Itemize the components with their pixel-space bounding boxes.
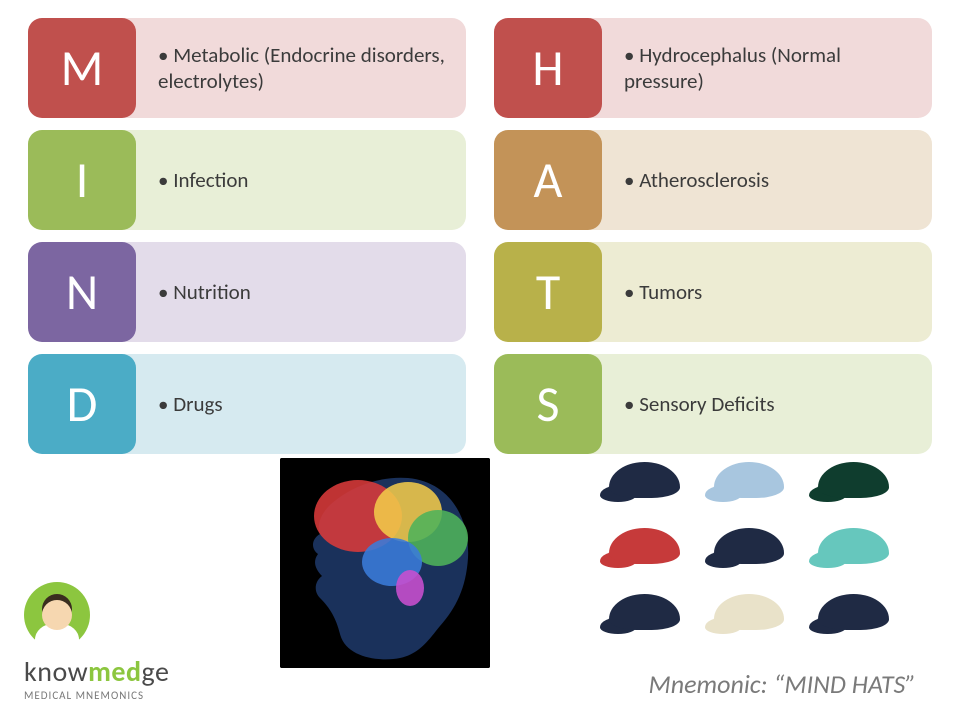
mnemonic-columns: M Metabolic (Endocrine disorders, electro… (0, 0, 960, 454)
desc-s: Sensory Deficits (588, 354, 932, 454)
hat-icon (705, 456, 796, 512)
logo-wordmark: knowmedge (24, 654, 234, 689)
logo-part-med: med (88, 654, 141, 689)
column-mind: M Metabolic (Endocrine disorders, electro… (28, 18, 466, 454)
letter-tile-s: S (494, 354, 602, 454)
brain-image (280, 458, 490, 668)
mind-row-n: N Nutrition (28, 242, 466, 342)
desc-line: Atherosclerosis (624, 167, 918, 193)
logo-subtitle: MEDICAL MNEMONICS (24, 689, 234, 702)
desc-m: Metabolic (Endocrine disorders, electrol… (122, 18, 466, 118)
hats-row-a: A Atherosclerosis (494, 130, 932, 230)
hat-icon (705, 522, 796, 578)
hats-grid (600, 456, 900, 644)
letter-tile-d: D (28, 354, 136, 454)
hat-icon (809, 522, 900, 578)
mind-row-i: I Infection (28, 130, 466, 230)
logo-part-know: know (24, 654, 88, 689)
desc-i: Infection (122, 130, 466, 230)
desc-line: Metabolic (Endocrine disorders, electrol… (158, 42, 452, 95)
mnemonic-caption: Mnemonic: “MIND HATS” (649, 668, 916, 700)
desc-d: Drugs (122, 354, 466, 454)
logo-badge-icon (24, 582, 90, 648)
hats-row-s: S Sensory Deficits (494, 354, 932, 454)
letter-tile-h: H (494, 18, 602, 118)
desc-line: Tumors (624, 279, 918, 305)
letter-tile-a: A (494, 130, 602, 230)
letter-tile-t: T (494, 242, 602, 342)
desc-t: Tumors (588, 242, 932, 342)
bottom-area: Mnemonic: “MIND HATS” knowmedge MEDICAL … (0, 450, 960, 720)
desc-n: Nutrition (122, 242, 466, 342)
desc-h: Hydrocephalus (Normal pressure) (588, 18, 932, 118)
hat-icon (600, 522, 691, 578)
letter-tile-i: I (28, 130, 136, 230)
hat-icon (600, 456, 691, 512)
letter-tile-n: N (28, 242, 136, 342)
mind-row-d: D Drugs (28, 354, 466, 454)
hat-icon (809, 588, 900, 644)
mind-row-m: M Metabolic (Endocrine disorders, electro… (28, 18, 466, 118)
desc-a: Atherosclerosis (588, 130, 932, 230)
desc-line: Infection (158, 167, 452, 193)
logo-part-ge: ge (142, 654, 170, 689)
hat-icon (705, 588, 796, 644)
desc-line: Sensory Deficits (624, 391, 918, 417)
hat-icon (809, 456, 900, 512)
hats-row-h: H Hydrocephalus (Normal pressure) (494, 18, 932, 118)
hat-icon (600, 588, 691, 644)
brand-logo: knowmedge MEDICAL MNEMONICS (24, 582, 234, 702)
desc-line: Hydrocephalus (Normal pressure) (624, 42, 918, 95)
column-hats: H Hydrocephalus (Normal pressure) A Atheros… (494, 18, 932, 454)
desc-line: Nutrition (158, 279, 452, 305)
desc-line: Drugs (158, 391, 452, 417)
hats-row-t: T Tumors (494, 242, 932, 342)
letter-tile-m: M (28, 18, 136, 118)
